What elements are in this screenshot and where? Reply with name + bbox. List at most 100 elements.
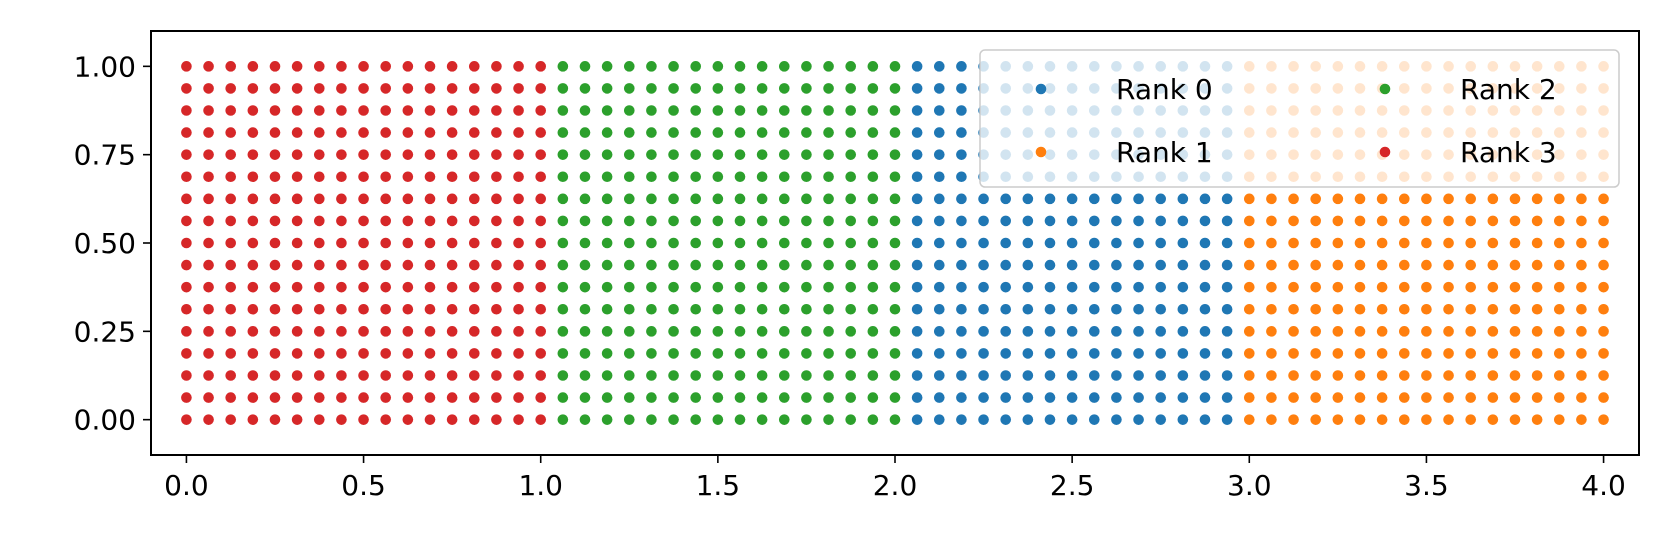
data-point bbox=[225, 149, 237, 160]
data-point bbox=[247, 215, 259, 227]
data-point bbox=[956, 414, 967, 425]
data-point bbox=[513, 326, 524, 337]
data-point bbox=[778, 414, 790, 425]
data-point bbox=[557, 348, 569, 359]
data-point bbox=[291, 392, 303, 403]
data-point bbox=[313, 171, 325, 183]
data-point bbox=[1288, 215, 1299, 227]
data-point bbox=[1221, 326, 1233, 337]
data-point bbox=[1000, 259, 1012, 271]
data-point bbox=[756, 414, 768, 425]
data-point bbox=[535, 348, 547, 359]
data-point bbox=[1310, 392, 1322, 403]
data-point bbox=[579, 370, 591, 381]
data-point bbox=[358, 259, 369, 271]
data-point bbox=[911, 105, 923, 116]
data-point bbox=[1376, 414, 1388, 425]
data-point bbox=[336, 348, 347, 359]
x-tick-label: 0.0 bbox=[164, 469, 209, 502]
data-point bbox=[889, 281, 901, 293]
data-point bbox=[1487, 281, 1499, 293]
data-point bbox=[402, 370, 414, 381]
data-point bbox=[1354, 326, 1366, 337]
data-point bbox=[1266, 370, 1277, 381]
data-point bbox=[823, 193, 834, 205]
data-point bbox=[1177, 370, 1189, 381]
data-point bbox=[181, 105, 192, 116]
data-point bbox=[402, 61, 414, 72]
data-point bbox=[1066, 215, 1078, 227]
data-point bbox=[623, 281, 635, 293]
data-point bbox=[1243, 414, 1255, 425]
data-point bbox=[1177, 326, 1189, 337]
data-point bbox=[380, 105, 392, 116]
data-point bbox=[1576, 326, 1587, 337]
data-point bbox=[1022, 237, 1034, 249]
data-point bbox=[911, 370, 923, 381]
data-point bbox=[1443, 259, 1454, 271]
data-point bbox=[579, 281, 591, 293]
data-point bbox=[1332, 259, 1344, 271]
data-point bbox=[1553, 303, 1565, 315]
data-point bbox=[668, 370, 679, 381]
data-point bbox=[1443, 303, 1454, 315]
data-point bbox=[535, 171, 547, 183]
data-point bbox=[1155, 237, 1167, 249]
data-point bbox=[535, 83, 547, 94]
data-point bbox=[225, 215, 237, 227]
data-point bbox=[1531, 303, 1543, 315]
data-point bbox=[513, 83, 524, 94]
data-point bbox=[557, 414, 569, 425]
data-point bbox=[380, 61, 392, 72]
data-point bbox=[535, 193, 547, 205]
data-point bbox=[1221, 193, 1233, 205]
data-point bbox=[1354, 370, 1366, 381]
data-point bbox=[1044, 303, 1056, 315]
data-point bbox=[956, 127, 967, 138]
data-point bbox=[1576, 348, 1587, 359]
data-point bbox=[734, 392, 746, 403]
data-point bbox=[1487, 326, 1499, 337]
data-point bbox=[889, 392, 901, 403]
data-point bbox=[734, 348, 746, 359]
data-point bbox=[712, 326, 724, 337]
data-point bbox=[756, 281, 768, 293]
y-tick-label: 0.75 bbox=[74, 139, 136, 172]
data-point bbox=[845, 326, 857, 337]
data-point bbox=[1177, 237, 1189, 249]
data-point bbox=[823, 303, 834, 315]
data-point bbox=[557, 193, 569, 205]
data-point bbox=[535, 215, 547, 227]
data-point bbox=[247, 326, 259, 337]
data-point bbox=[889, 215, 901, 227]
data-point bbox=[801, 303, 812, 315]
data-point bbox=[491, 105, 502, 116]
data-point bbox=[1553, 414, 1565, 425]
data-point bbox=[535, 61, 547, 72]
data-point bbox=[1088, 414, 1100, 425]
data-point bbox=[1576, 414, 1587, 425]
series-rank-3 bbox=[181, 61, 547, 425]
data-point bbox=[203, 215, 214, 227]
data-point bbox=[1199, 370, 1211, 381]
data-point bbox=[269, 127, 281, 138]
data-point bbox=[756, 127, 768, 138]
data-point bbox=[1155, 326, 1167, 337]
x-tick-label: 3.5 bbox=[1404, 469, 1449, 502]
data-point bbox=[313, 127, 325, 138]
data-point bbox=[601, 127, 613, 138]
data-point bbox=[778, 259, 790, 271]
data-point bbox=[313, 193, 325, 205]
data-point bbox=[446, 127, 458, 138]
data-point bbox=[756, 348, 768, 359]
data-point bbox=[1066, 303, 1078, 315]
data-point bbox=[1155, 259, 1167, 271]
data-point bbox=[446, 281, 458, 293]
data-point bbox=[247, 303, 259, 315]
data-point bbox=[712, 303, 724, 315]
data-point bbox=[1044, 414, 1056, 425]
data-point bbox=[291, 281, 303, 293]
data-point bbox=[535, 149, 547, 160]
data-point bbox=[358, 193, 369, 205]
data-point bbox=[1243, 392, 1255, 403]
